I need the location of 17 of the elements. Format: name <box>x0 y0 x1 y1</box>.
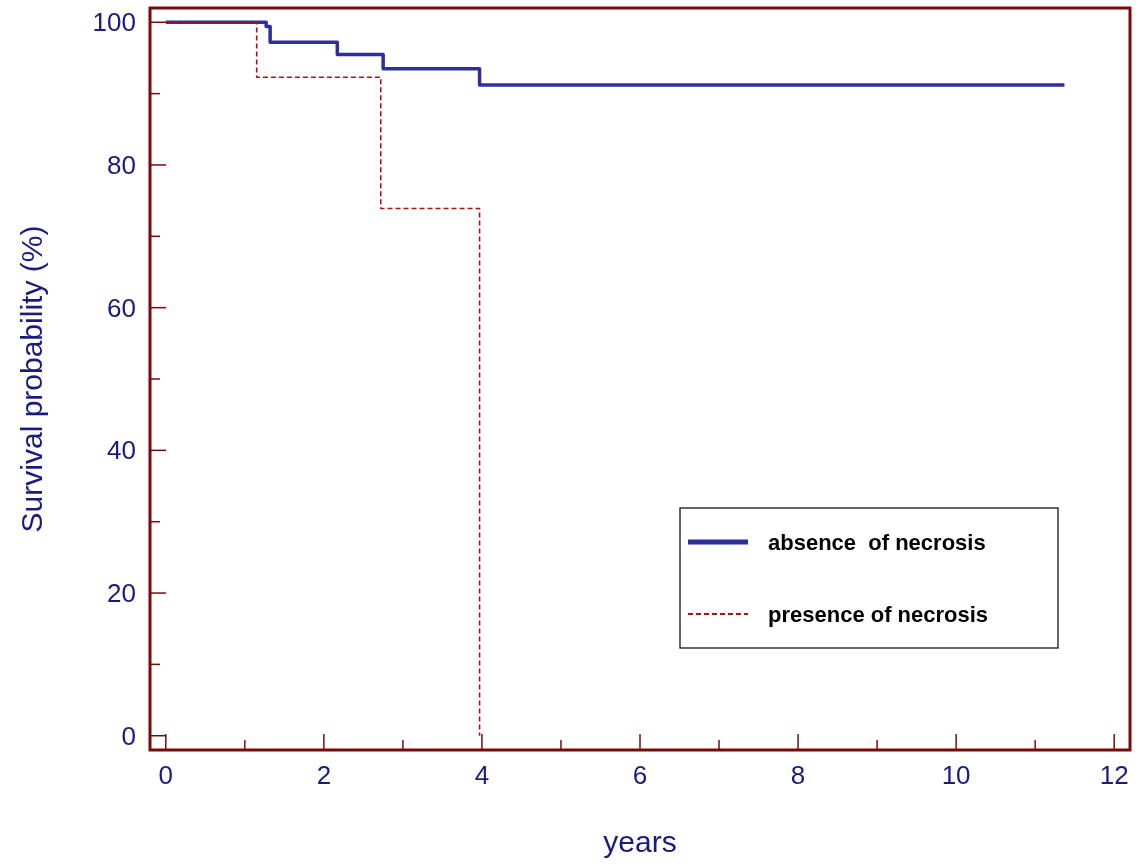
x-tick-label: 4 <box>474 760 490 790</box>
y-tick-label: 80 <box>107 150 136 181</box>
x-axis-title: years <box>603 825 677 858</box>
y-tick-label: 100 <box>92 7 136 38</box>
y-tick-label: 20 <box>107 578 136 609</box>
legend-label: absence of necrosis <box>768 529 986 555</box>
x-tick-label: 12 <box>1099 760 1129 790</box>
y-tick-label: 60 <box>107 292 136 323</box>
y-tick-label: 0 <box>121 720 136 751</box>
y-tick-label: 40 <box>107 435 136 466</box>
x-tick-label: 2 <box>316 760 332 790</box>
x-tick-label: 6 <box>632 760 648 790</box>
x-tick-label: 10 <box>941 760 971 790</box>
x-tick-label: 0 <box>158 760 174 790</box>
x-tick-label: 8 <box>790 760 806 790</box>
legend-label: presence of necrosis <box>768 601 989 627</box>
y-axis-title: Survival probability (%) <box>15 225 48 533</box>
